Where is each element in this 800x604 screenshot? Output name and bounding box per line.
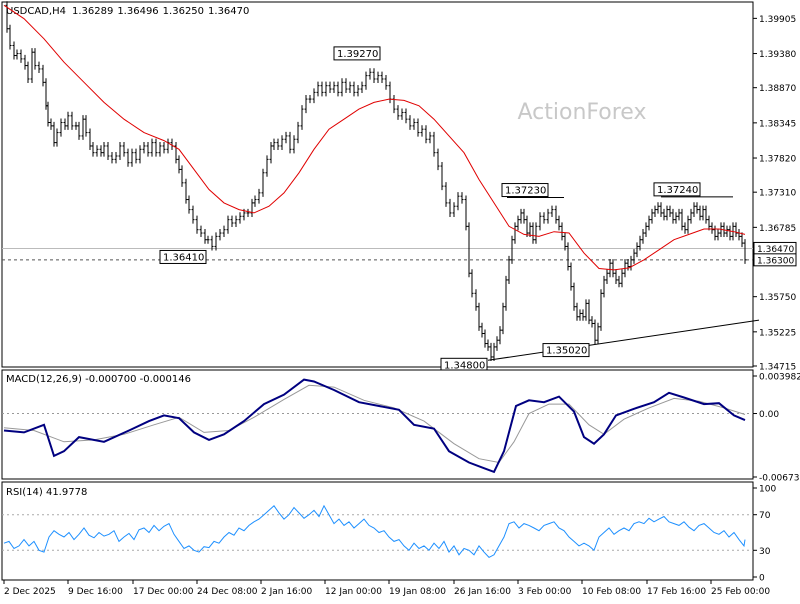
macd-panel-title: MACD(12,26,9) -0.000700 -0.000146 [6, 374, 191, 385]
price-panel-title: USDCAD,H4 1.36289 1.36496 1.36250 1.36470 [6, 6, 249, 17]
macd-tick-label: 0.00 [759, 410, 779, 420]
macd-axis: 0.003982 0.00 -0.006737 [753, 373, 800, 484]
swing-level-box [159, 249, 207, 264]
time-tick-label: 2 Dec 2025 [4, 587, 56, 597]
time-tick-label: 10 Feb 08:00 [582, 587, 641, 597]
time-tick-label: 19 Jan 08:00 [389, 587, 446, 597]
swing-level-label: 1.36410 [163, 252, 204, 263]
watermark: ActionForex [518, 100, 647, 125]
swing-level-label: 1.39270 [337, 49, 378, 60]
trendline [487, 319, 760, 361]
price-axis: 1.39905 1.39380 1.38870 1.38345 1.37820 1.373… [753, 15, 797, 373]
macd-signal-line [3, 384, 746, 464]
time-tick-label: 17 Dec 00:00 [133, 587, 194, 597]
time-tick-label: 2 Jan 16:00 [261, 587, 313, 597]
rsi-panel-title: RSI(14) 41.9778 [6, 487, 87, 498]
rsi-axis: 100 70 30 0 [753, 485, 776, 584]
ohlc-low: 1.36250 [163, 6, 204, 17]
price-tick-label: 1.39380 [759, 50, 796, 60]
rsi-series [2, 504, 753, 559]
rsi-tick-label: 70 [759, 511, 771, 521]
price-tick-label: 1.34715 [759, 363, 796, 373]
swing-level-label: 1.37240 [657, 185, 698, 196]
price-tag-label: 1.36470 [757, 245, 794, 255]
macd-line [3, 378, 746, 474]
price-tick-label: 1.39905 [759, 15, 796, 25]
rsi-tick-label: 0 [759, 574, 765, 584]
time-tick-label: 26 Jan 16:00 [454, 587, 511, 597]
price-panel-frame [1, 1, 754, 368]
price-tick-label: 1.37310 [759, 189, 796, 199]
time-tick-label: 24 Dec 08:00 [197, 587, 258, 597]
price-tag-box [753, 253, 797, 267]
swing-level-label: 1.34800 [444, 360, 485, 371]
price-tick-label: 1.37820 [759, 155, 796, 165]
swing-level-box [653, 182, 701, 197]
price-tick-label: 1.35750 [759, 293, 796, 303]
ohlc-open: 1.36289 [72, 6, 113, 17]
swing-level-label: 1.35020 [546, 346, 587, 357]
price-tick-label: 1.36785 [759, 224, 796, 234]
macd-tick-label: 0.003982 [759, 373, 800, 383]
macd-series [2, 378, 753, 474]
swing-level-label: 1.37230 [505, 186, 546, 197]
price-series: 1.39270 1.36410 1.37230 1.37240 1.34800 1.350… [3, 1, 760, 372]
swing-level-box [333, 46, 381, 61]
ohlc-close: 1.36470 [208, 6, 249, 17]
swing-level-box [542, 343, 590, 358]
macd-panel-frame [1, 369, 754, 480]
ohlc-high: 1.36496 [117, 6, 158, 17]
swing-level-box [501, 183, 549, 198]
symbol-label: USDCAD,H4 [6, 6, 66, 17]
time-tick-label: 17 Feb 16:00 [647, 587, 706, 597]
time-axis: 2 Dec 2025 9 Dec 16:00 17 Dec 00:00 24 Dec … [3, 580, 770, 597]
price-tick-label: 1.35225 [759, 328, 796, 338]
price-tag-label: 1.36300 [757, 256, 794, 266]
time-tick-label: 3 Feb 00:00 [518, 587, 572, 597]
time-tick-label: 25 Feb 00:00 [711, 587, 770, 597]
rsi-line [3, 504, 746, 559]
rsi-tick-label: 100 [759, 485, 776, 495]
macd-tick-label: -0.006737 [759, 474, 800, 484]
rsi-tick-label: 30 [759, 547, 771, 557]
time-tick-label: 9 Dec 16:00 [68, 587, 123, 597]
moving-average-line [3, 4, 746, 271]
price-tick-label: 1.38345 [759, 119, 796, 129]
price-tick-label: 1.38870 [759, 84, 796, 94]
time-tick-label: 12 Jan 00:00 [325, 587, 382, 597]
